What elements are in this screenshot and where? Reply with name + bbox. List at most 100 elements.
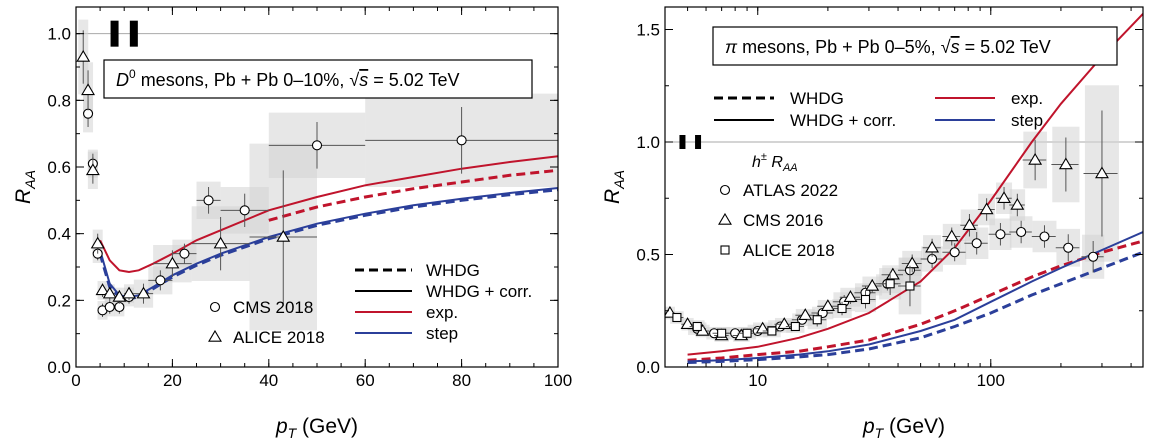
title-energy: = 5.02 TeV [960, 37, 1051, 57]
normalization-box [679, 135, 686, 149]
data-point-circle [83, 108, 94, 119]
data-point-square [860, 294, 871, 305]
y-tick-label: 1.0 [47, 25, 71, 44]
y-tick-label: 0.0 [636, 358, 660, 377]
y-tick-label: 0.0 [47, 358, 71, 377]
data-point-circle [1063, 242, 1074, 253]
x-tick-label: 100 [544, 371, 572, 390]
legend-line-label: WHDG [426, 261, 480, 280]
legend-marker-title-sup: ± [761, 151, 767, 163]
data-point-circle [1016, 226, 1027, 238]
legend-marker-label: ALICE 2018 [233, 328, 325, 347]
model-curve [687, 239, 1143, 362]
y-axis-label-sub: AA [22, 170, 38, 190]
data-point-triangle [925, 240, 940, 253]
data-point-triangle [798, 308, 813, 320]
plot-area [76, 19, 558, 331]
data-point-triangle [1094, 166, 1109, 179]
data-point-square [742, 328, 752, 338]
x-axis-label-sub: T [288, 425, 298, 441]
data-point-triangle [843, 290, 858, 302]
data-point-circle [995, 229, 1006, 240]
data-point-triangle [1010, 197, 1025, 210]
x-axis-label: pT (GeV) [275, 415, 358, 441]
x-tick-label: 60 [356, 371, 375, 390]
data-point-triangle [165, 256, 180, 269]
data-point-square [837, 303, 847, 314]
x-tick-label: 80 [452, 371, 471, 390]
x-tick-label: 40 [259, 371, 278, 390]
data-point-triangle [76, 49, 91, 62]
x-tick-label: 10 [748, 371, 767, 390]
data-point-circle [949, 247, 960, 258]
legend-line-label: step [426, 324, 458, 343]
x-axis-label: pT (GeV) [862, 415, 945, 441]
y-tick-label: 0.5 [636, 246, 660, 265]
legend-marker-circle [719, 184, 731, 196]
model-curve [687, 13, 1143, 356]
y-axis-label: RAA [601, 170, 627, 204]
normalization-box [129, 20, 138, 47]
y-tick-label: 0.8 [47, 91, 71, 110]
legend-line-label: WHDG + corr. [790, 111, 896, 130]
data-point-triangle [1028, 152, 1043, 165]
legend-line-label: WHDG + corr. [426, 282, 532, 301]
data-point-triangle [213, 236, 228, 249]
title-system: mesons, Pb + Pb 0–10%, [136, 70, 350, 90]
y-axis-label-main: R [601, 189, 624, 204]
data-point-triangle [276, 229, 291, 242]
data-point-triangle [90, 236, 105, 249]
data-point-square [790, 321, 800, 332]
data-point-triangle [95, 283, 110, 296]
data-point-square [885, 279, 895, 289]
data-point-square [672, 312, 682, 323]
legend-line-label: step [1011, 111, 1043, 130]
legend-marker-title-sub: AA [782, 162, 798, 174]
x-axis-label-sub: T [875, 425, 885, 441]
legend-marker-label: CMS 2016 [743, 211, 823, 230]
title-particle: π [725, 37, 738, 57]
title-system: mesons, Pb + Pb 0–5%, [737, 37, 941, 57]
normalization-box [110, 20, 119, 47]
data-point-triangle [777, 317, 792, 329]
chart-title: π mesons, Pb + Pb 0–5%, √s = 5.02 TeV [725, 37, 1051, 57]
legend-marker-label: ATLAS 2022 [743, 181, 838, 200]
data-point-circle [239, 205, 250, 216]
data-point-circle [203, 195, 214, 206]
legend-line-label: exp. [426, 303, 458, 322]
y-tick-label: 0.2 [47, 291, 71, 310]
legend-marker-label: CMS 2018 [233, 298, 313, 317]
data-point-circle [114, 301, 125, 313]
model-curve [98, 188, 558, 301]
data-point-square [717, 328, 727, 338]
y-tick-label: 1.5 [636, 21, 660, 40]
data-point-circle [971, 238, 982, 249]
x-tick-label: 20 [163, 371, 182, 390]
data-point-triangle [136, 286, 151, 299]
chart-title: D0 mesons, Pb + Pb 0–10%, √s = 5.02 TeV [116, 67, 459, 90]
title-sqrt: √ [941, 37, 951, 57]
x-axis-label-unit: (GeV) [296, 415, 358, 438]
data-point-triangle [102, 286, 117, 299]
data-point-triangle [962, 218, 977, 230]
data-point-square [905, 281, 915, 291]
y-axis-label-sub: AA [611, 170, 627, 190]
data-point-triangle [81, 83, 96, 96]
data-point-circle [155, 275, 166, 286]
y-tick-label: 0.4 [47, 225, 71, 244]
x-axis-label-p: p [275, 415, 288, 438]
title-energy: = 5.02 TeV [368, 70, 459, 90]
x-axis-label-p: p [862, 415, 875, 438]
data-point-triangle [755, 321, 770, 334]
legend-line-label: exp. [1011, 89, 1043, 108]
data-point-triangle [85, 163, 100, 176]
title-box [712, 26, 1118, 66]
data-point-triangle [122, 286, 136, 299]
x-axis-label-unit: (GeV) [883, 415, 945, 438]
model-curve [99, 155, 558, 274]
data-point-triangle [112, 289, 127, 302]
data-point-circle [1088, 251, 1099, 262]
title-s: s [359, 70, 368, 90]
title-particle: D [116, 70, 129, 90]
data-point-circle [104, 301, 115, 313]
